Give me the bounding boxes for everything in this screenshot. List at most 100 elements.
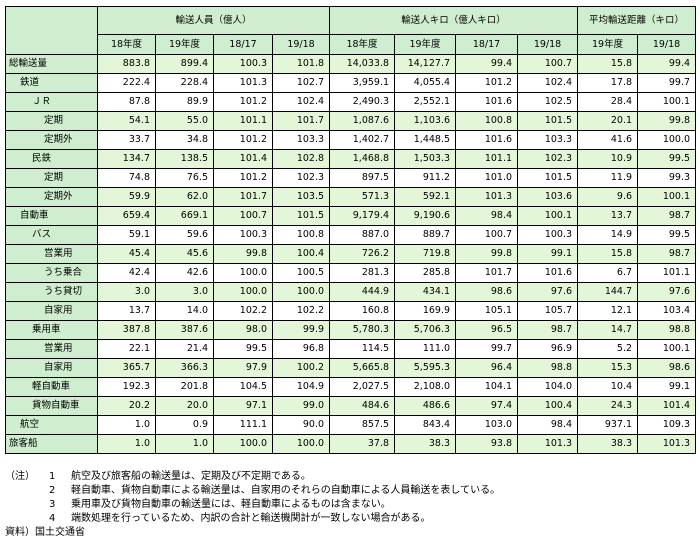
table-cell: 101.3 xyxy=(455,187,519,207)
table-cell: 114.5 xyxy=(329,339,396,359)
table-cell: 100.0 xyxy=(213,282,273,302)
table-cell: 99.3 xyxy=(637,168,697,188)
table-cell: 17.8 xyxy=(577,73,639,93)
table-cell: 897.5 xyxy=(329,168,396,188)
footnote-number: 4 xyxy=(49,513,56,524)
table-cell: 101.2 xyxy=(213,92,273,112)
table-cell: 100.8 xyxy=(271,225,331,245)
table-cell: 899.4 xyxy=(155,54,214,74)
footnote-text: 端数処理を行っているため、内訳の合計と輸送機関計が一致しない場合がある。 xyxy=(71,513,431,524)
table-cell: 98.4 xyxy=(517,415,579,435)
row-label: 乗用車 xyxy=(5,320,98,340)
table-cell: 59.1 xyxy=(97,225,156,245)
row-label: 定期外 xyxy=(5,130,98,150)
table-cell: 38.3 xyxy=(394,434,457,454)
table-cell: 99.9 xyxy=(271,320,331,340)
sub-header-cell: 19/18 xyxy=(517,34,579,55)
table-cell: 843.4 xyxy=(394,415,457,435)
table-cell: 99.8 xyxy=(213,244,273,264)
table-cell: 103.6 xyxy=(517,187,579,207)
table-cell: 100.0 xyxy=(213,434,273,454)
table-cell: 726.2 xyxy=(329,244,396,264)
footnote-item: （注） 1 航空及び旅客船の輸送量は、定期及び不定期である。 xyxy=(5,470,500,484)
table-cell: 99.4 xyxy=(637,54,697,74)
table-cell: 192.3 xyxy=(97,377,156,397)
table-cell: 74.8 xyxy=(97,168,156,188)
table-cell: 104.9 xyxy=(271,377,331,397)
table-cell: 98.7 xyxy=(637,244,697,264)
sub-header-cell: 19年度 xyxy=(577,34,639,55)
table-cell: 97.9 xyxy=(213,358,273,378)
table-cell: 285.8 xyxy=(394,263,457,283)
table-cell: 100.4 xyxy=(271,244,331,264)
table-cell: 10.9 xyxy=(577,149,639,169)
table-cell: 111.1 xyxy=(213,415,273,435)
table-cell: 887.0 xyxy=(329,225,396,245)
table-cell: 1.0 xyxy=(155,434,214,454)
row-label: 航空 xyxy=(5,415,98,435)
table-cell: 101.6 xyxy=(517,263,579,283)
table-row: 自家用 13.7 14.0 102.2 102.2 160.8 169.9 105.1 105.… xyxy=(5,301,697,321)
table-cell: 102.8 xyxy=(271,149,331,169)
table-cell: 5,780.3 xyxy=(329,320,396,340)
table-row: うち乗合 42.4 42.6 100.0 100.5 281.3 285.8 101.7 101… xyxy=(5,263,697,283)
table-cell: 719.8 xyxy=(394,244,457,264)
table-cell: 96.4 xyxy=(455,358,519,378)
table-cell: 99.8 xyxy=(455,244,519,264)
footnote-text: 乗用車及び貨物自動車の輸送量には、軽自動車によるものは含まない。 xyxy=(71,499,391,510)
table-cell: 14.7 xyxy=(577,320,639,340)
table-cell: 99.1 xyxy=(517,244,579,264)
table-cell: 14,127.7 xyxy=(394,54,457,74)
table-cell: 6.7 xyxy=(577,263,639,283)
row-label: バス xyxy=(5,225,98,245)
footnote-number: 2 xyxy=(49,485,56,496)
table-cell: 41.6 xyxy=(577,130,639,150)
table-row: ＪＲ 87.8 89.9 101.2 102.4 2,490.3 2,552.1 101.6 1… xyxy=(5,92,697,112)
table-row: うち貸切 3.0 3.0 100.0 100.0 444.9 434.1 98.6 97.6 14… xyxy=(5,282,697,302)
table-cell: 104.1 xyxy=(455,377,519,397)
table-cell: 97.4 xyxy=(455,396,519,416)
table-cell: 434.1 xyxy=(394,282,457,302)
source-note: 資料）国土交通省 xyxy=(5,527,85,538)
table-cell: 11.9 xyxy=(577,168,639,188)
row-label: 営業用 xyxy=(5,339,98,359)
table-cell: 15.3 xyxy=(577,358,639,378)
transport-statistics-table: 輸送人員（億人） 輸送人キロ（億人キロ） 平均輸送距離（キロ） 18年度 19年度… xyxy=(5,6,697,454)
table-cell: 100.8 xyxy=(455,111,519,131)
header-corner xyxy=(5,6,98,55)
table-cell: 4,055.4 xyxy=(394,73,457,93)
table-cell: 101.7 xyxy=(455,263,519,283)
table-cell: 100.0 xyxy=(271,434,331,454)
table-cell: 100.3 xyxy=(517,225,579,245)
table-cell: 1,087.6 xyxy=(329,111,396,131)
table-cell: 104.0 xyxy=(517,377,579,397)
table-cell: 102.4 xyxy=(517,73,579,93)
table-cell: 90.0 xyxy=(271,415,331,435)
table-row: 定期 74.8 76.5 101.2 102.3 897.5 911.2 101.0 101.5… xyxy=(5,168,697,188)
table-cell: 99.5 xyxy=(637,225,697,245)
table-cell: 100.3 xyxy=(213,54,273,74)
row-label: 自動車 xyxy=(5,206,98,226)
table-cell: 101.3 xyxy=(637,434,697,454)
row-label: 自家用 xyxy=(5,301,98,321)
table-cell: 99.5 xyxy=(213,339,273,359)
table-cell: 1,103.6 xyxy=(394,111,457,131)
table-cell: 100.4 xyxy=(517,396,579,416)
footnote-number: 3 xyxy=(49,499,56,510)
table-cell: 5.2 xyxy=(577,339,639,359)
table-cell: 42.6 xyxy=(155,263,214,283)
table-cell: 99.4 xyxy=(455,54,519,74)
table-cell: 102.2 xyxy=(213,301,273,321)
footnote-item: 2 軽自動車、貨物自動車による輸送量は、自家用のそれらの自動車による人員輸送を表し… xyxy=(5,484,500,498)
table-cell: 100.1 xyxy=(637,339,697,359)
table-cell: 9.6 xyxy=(577,187,639,207)
table-cell: 1,448.5 xyxy=(394,130,457,150)
table-cell: 3,959.1 xyxy=(329,73,396,93)
table-row: 鉄道 222.4 228.4 101.3 102.7 3,959.1 4,055.4 101.… xyxy=(5,73,697,93)
table-cell: 96.5 xyxy=(455,320,519,340)
table-cell: 937.1 xyxy=(577,415,639,435)
table-cell: 97.1 xyxy=(213,396,273,416)
table-cell: 1.0 xyxy=(97,434,156,454)
table-row: 自家用 365.7 366.3 97.9 100.2 5,665.8 5,595.3 96.4… xyxy=(5,358,697,378)
group-header-passengers: 輸送人員（億人） xyxy=(96,6,331,35)
